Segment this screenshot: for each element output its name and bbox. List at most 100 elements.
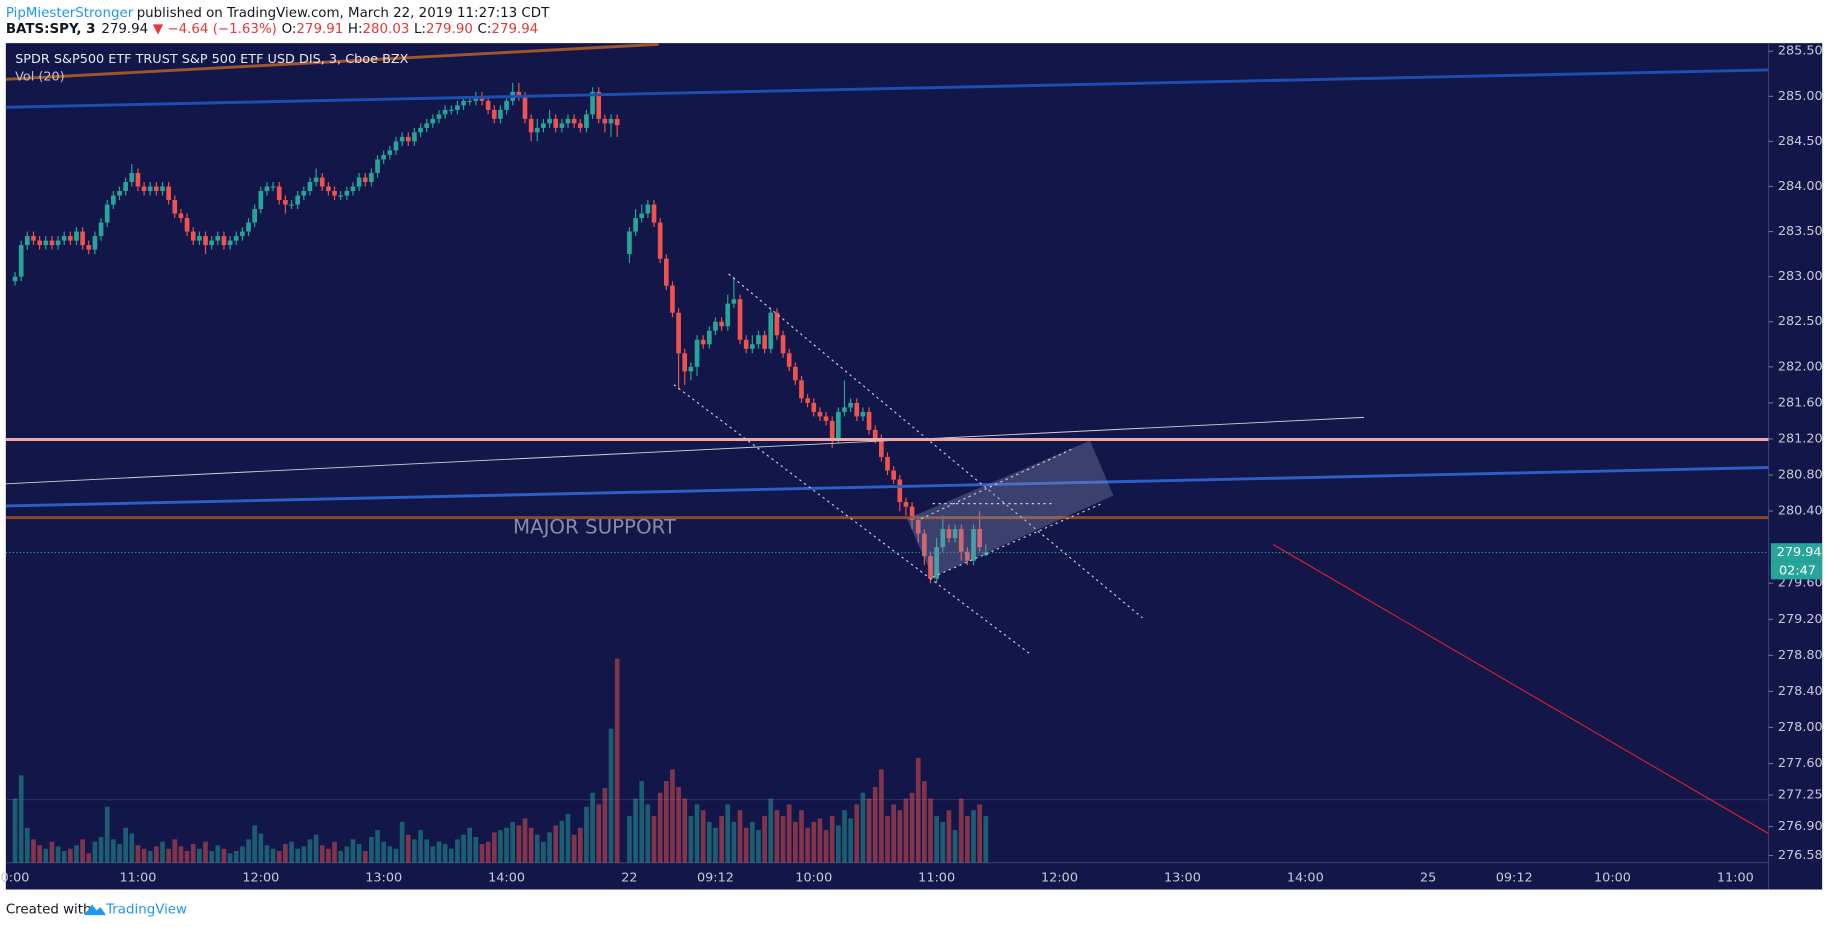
candle-body — [866, 411, 872, 430]
candle-body — [129, 172, 135, 182]
candle-body — [147, 186, 153, 192]
candle-body — [117, 191, 122, 196]
candle-body — [313, 177, 319, 182]
volume-bar — [516, 825, 522, 863]
x-tick-label: 10:00 — [1594, 870, 1631, 885]
trend-line[interactable] — [5, 42, 659, 81]
trend-line[interactable] — [1272, 543, 1769, 835]
x-tick-label: 12:00 — [242, 870, 279, 885]
candle-body — [799, 380, 804, 399]
volume-bar — [627, 816, 632, 863]
flag-line[interactable] — [932, 503, 1102, 578]
volume-bar — [872, 786, 878, 863]
volume-bar — [393, 848, 399, 863]
volume-bar — [184, 851, 190, 863]
volume-bar — [657, 792, 663, 863]
channel-line[interactable] — [673, 384, 1033, 656]
volume-bar — [786, 804, 792, 863]
candle-body — [405, 136, 411, 142]
change: ▼ −4.64 (−1.63%) — [153, 22, 277, 37]
candle-body — [240, 231, 245, 237]
candle-body — [786, 353, 792, 367]
candle-body — [18, 245, 24, 277]
x-tick-label: 25 — [1420, 870, 1436, 885]
volume-bar — [663, 781, 669, 863]
candle-body — [289, 204, 294, 206]
annotation: MAJOR SUPPORT — [513, 516, 677, 539]
volume-bar — [934, 816, 939, 863]
volume-bar — [897, 810, 903, 863]
volume-bar — [369, 837, 374, 863]
candle-body — [762, 335, 767, 349]
volume-bar — [31, 839, 36, 863]
candle-body — [424, 123, 430, 128]
volume-bar — [541, 841, 546, 863]
channel-line[interactable] — [728, 273, 1143, 619]
volume-bar — [381, 841, 387, 863]
volume-bar — [252, 825, 257, 863]
volume-bar — [749, 821, 755, 863]
volume-bar — [909, 792, 915, 863]
byline: published on TradingView.com, March 22, … — [137, 6, 550, 21]
x-tick-label: 11:00 — [119, 870, 156, 885]
volume-bar — [37, 845, 42, 863]
volume-bar — [915, 757, 921, 863]
candle-body — [362, 177, 368, 182]
candle-body — [823, 416, 829, 421]
volume-bar — [983, 816, 989, 863]
volume-bar — [436, 841, 442, 863]
trend-line[interactable] — [5, 68, 1769, 109]
candle-body — [577, 123, 583, 128]
volume-bar — [55, 846, 61, 863]
volume-bar — [160, 841, 165, 863]
ohlc-value: 279.94 — [491, 22, 538, 37]
volume-bar — [467, 827, 473, 863]
ohlc-value: 279.90 — [426, 22, 473, 37]
candle-body — [743, 339, 749, 349]
candle-body — [793, 366, 798, 381]
y-tick-label: 276.90 — [1778, 819, 1823, 834]
candle-body — [221, 236, 227, 246]
ohlc-label: L: — [414, 22, 426, 37]
volume-bar — [172, 839, 178, 863]
volume-bar — [307, 839, 313, 863]
volume-bar — [713, 827, 718, 863]
candle-body — [252, 209, 257, 223]
candle-body — [719, 321, 724, 327]
author[interactable]: PipMiesterStronger — [6, 6, 134, 21]
volume-bar — [270, 848, 276, 863]
candle-body — [467, 100, 473, 103]
volume-bar — [823, 830, 829, 863]
y-tick-label: 277.25 — [1778, 788, 1823, 803]
flag-shape[interactable] — [907, 440, 1114, 578]
candle-body — [713, 321, 718, 331]
flag-line[interactable] — [920, 448, 1073, 520]
candle-body — [448, 109, 454, 112]
volume-bar — [559, 820, 565, 863]
volume-bar — [356, 844, 362, 863]
footer-brand[interactable]: TradingView — [105, 902, 187, 917]
y-tick-label: 281.60 — [1778, 395, 1823, 410]
trend-line[interactable] — [5, 466, 1769, 508]
candle-body — [166, 186, 171, 201]
candle-body — [375, 159, 380, 173]
candle-body — [700, 339, 706, 345]
volume-bar — [448, 848, 454, 863]
volume-bar — [375, 830, 380, 863]
candle-body — [430, 118, 436, 124]
candle-body — [651, 204, 657, 223]
volume-bar — [768, 798, 774, 863]
volume-bar — [491, 832, 497, 863]
candle-body — [836, 411, 841, 439]
volume-bar — [866, 798, 872, 863]
candle-body — [98, 222, 104, 237]
trend-line[interactable] — [5, 416, 1365, 485]
candle-body — [749, 344, 755, 349]
volume-bar — [614, 658, 620, 863]
candle-body — [879, 438, 884, 457]
candle-body — [160, 186, 165, 192]
candle-body — [301, 191, 307, 196]
volume-bar — [135, 845, 141, 863]
candle-body — [817, 411, 823, 417]
